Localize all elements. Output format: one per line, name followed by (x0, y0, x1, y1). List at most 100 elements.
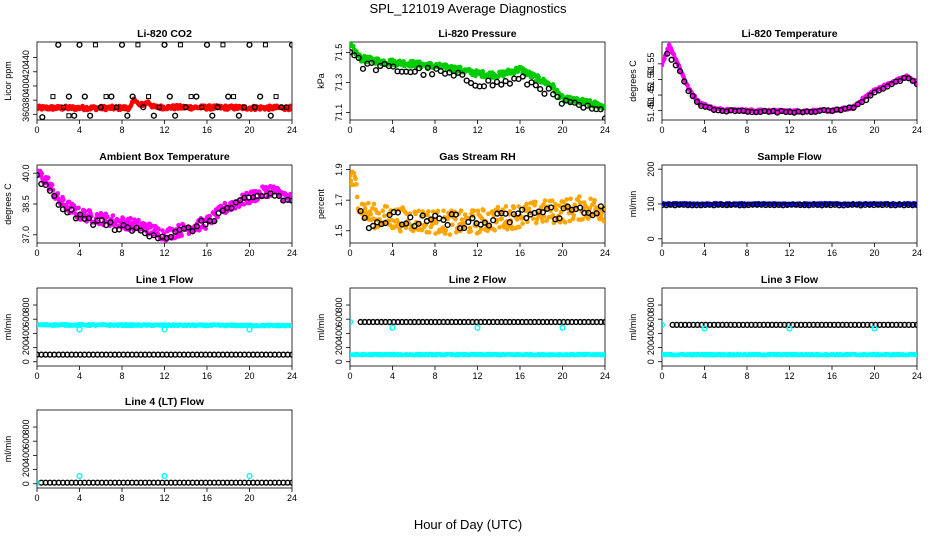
y-tick-label: 200 (21, 340, 31, 355)
data-point (275, 192, 283, 200)
panel-line2: Line 2 Flow ml/min 0 4 8 12 16 20 24 0 20040060080… (316, 274, 610, 381)
y-tick-label: 37.0 (21, 226, 31, 244)
data-layer (37, 42, 292, 120)
data-point (515, 75, 522, 83)
data-point (90, 221, 97, 229)
data-point (289, 322, 292, 328)
data-point (141, 230, 149, 237)
panel-line1: Line 1 Flow ml/min 0 4 8 12 16 20 24 0 20040060080… (3, 274, 297, 381)
data-point (689, 92, 696, 100)
data-point (137, 227, 144, 234)
data-point (76, 205, 81, 211)
data-point (498, 81, 505, 88)
panel-title: Gas Stream RH (439, 151, 515, 163)
data-point (913, 81, 917, 88)
panel-line3: Line 3 Flow ml/min 0 4 8 12 16 20 24 0 20040060080… (628, 274, 922, 381)
x-tick-label: 24 (287, 371, 297, 381)
data-point (537, 86, 544, 93)
data-point (905, 75, 912, 82)
data-point (389, 324, 396, 331)
x-tick-label: 4 (390, 125, 395, 135)
data-point (182, 104, 189, 111)
y-tick-label: 1.5 (334, 225, 344, 238)
data-point (357, 207, 364, 215)
data-point (288, 42, 292, 48)
data-point (156, 226, 161, 232)
x-tick-label: 12 (159, 493, 169, 503)
data-point (519, 206, 526, 213)
data-point (507, 209, 513, 214)
data-point (544, 218, 549, 223)
x-tick-label: 24 (912, 371, 922, 381)
data-point (156, 104, 162, 110)
data-point (289, 105, 292, 110)
y-tick-label: 51.45 (646, 84, 656, 107)
data-point (105, 214, 110, 219)
x-tick-label: 4 (77, 125, 82, 135)
y-tick-label: 440 (21, 50, 31, 65)
x-tick-label: 12 (472, 248, 482, 258)
x-tick-label: 20 (557, 371, 567, 381)
x-tick-label: 4 (77, 248, 82, 258)
x-tick-label: 12 (784, 125, 794, 135)
data-point (471, 208, 477, 214)
data-point (672, 62, 679, 69)
data-point (288, 351, 292, 358)
data-point (415, 220, 422, 227)
data-point (459, 71, 466, 78)
data-point (350, 178, 354, 183)
data-point (407, 214, 414, 221)
data-point (350, 173, 353, 178)
data-point (225, 93, 232, 100)
data-point (480, 68, 485, 74)
data-point (597, 203, 604, 210)
data-point (202, 221, 209, 228)
data-point (577, 194, 582, 199)
panel-title: Line 3 Flow (761, 274, 819, 286)
x-tick-label: 20 (557, 248, 567, 258)
panel-ambient: Ambient Box Temperature degrees C 0 4 8 12 16 2… (3, 151, 297, 258)
data-point (437, 67, 444, 75)
y-axis-label: percent (316, 188, 326, 219)
data-point (441, 208, 446, 214)
data-point (76, 326, 83, 333)
data-point (561, 199, 566, 205)
data-point (133, 224, 140, 231)
data-point (668, 56, 675, 63)
data-point (602, 352, 605, 357)
x-tick-label: 16 (202, 125, 212, 135)
y-tick-label: 1.7 (334, 194, 344, 207)
data-point (209, 112, 216, 119)
data-point (354, 182, 359, 187)
x-tick-label: 8 (119, 248, 124, 258)
data-point (517, 224, 522, 230)
data-point (447, 232, 453, 237)
series-0 (37, 479, 292, 486)
data-point (140, 104, 147, 111)
series-0 (350, 169, 605, 237)
y-tick-label: 71.3 (334, 74, 344, 92)
data-point (913, 321, 917, 328)
y-tick-label: 420 (21, 64, 31, 79)
data-point (77, 211, 84, 218)
data-point (571, 212, 577, 218)
y-tick-label: 600 (21, 312, 31, 327)
y-axis-label: ml/min (628, 191, 638, 218)
data-point (458, 208, 464, 213)
data-point (454, 230, 459, 235)
data-point (262, 42, 268, 48)
data-point (550, 91, 557, 98)
data-point (514, 210, 522, 217)
data-point (189, 228, 196, 235)
data-point (382, 219, 389, 227)
data-point (462, 212, 468, 217)
data-point (150, 232, 157, 239)
data-point (135, 42, 141, 48)
data-point (108, 93, 115, 100)
data-point (584, 102, 591, 109)
y-tick-label: 0 (646, 359, 656, 364)
y-tick-label: 1.9 (334, 163, 344, 176)
data-point (220, 42, 226, 48)
data-point (568, 196, 573, 202)
data-point (533, 220, 539, 226)
